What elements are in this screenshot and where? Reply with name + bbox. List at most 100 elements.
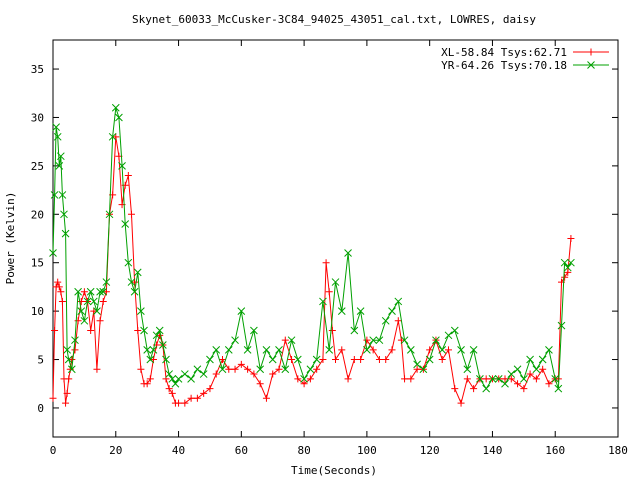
data-point bbox=[66, 365, 74, 373]
data-point bbox=[93, 307, 101, 315]
data-point bbox=[90, 307, 98, 315]
data-point bbox=[397, 336, 405, 344]
x-axis: 0 20 40 60 80 100 120 140 160 180 bbox=[50, 40, 628, 457]
y-tick-label: 20 bbox=[31, 208, 44, 221]
data-point bbox=[137, 365, 145, 373]
data-point bbox=[488, 375, 497, 383]
data-point bbox=[482, 384, 491, 393]
y-tick-label: 30 bbox=[31, 111, 44, 124]
data-point bbox=[130, 287, 139, 296]
data-point bbox=[111, 103, 120, 112]
x-tick-label: 0 bbox=[50, 444, 57, 457]
data-point bbox=[319, 297, 327, 306]
data-point bbox=[463, 365, 472, 374]
data-point bbox=[338, 346, 346, 354]
data-point bbox=[155, 326, 164, 335]
data-point bbox=[140, 326, 148, 335]
data-point bbox=[64, 355, 73, 364]
data-point bbox=[306, 365, 315, 374]
data-point bbox=[156, 331, 164, 339]
data-point bbox=[567, 235, 575, 242]
data-point bbox=[287, 336, 296, 345]
data-point bbox=[180, 370, 189, 378]
data-point bbox=[300, 375, 308, 383]
data-point bbox=[102, 288, 110, 296]
data-point bbox=[501, 375, 509, 383]
y-tick-label: 25 bbox=[31, 160, 44, 173]
data-point bbox=[63, 346, 71, 354]
data-point bbox=[133, 268, 142, 277]
data-point bbox=[250, 370, 258, 378]
data-point bbox=[175, 399, 183, 407]
data-point bbox=[121, 220, 130, 228]
data-point bbox=[407, 375, 415, 383]
y-tick-label: 10 bbox=[31, 305, 44, 318]
data-point bbox=[563, 263, 572, 272]
data-point bbox=[561, 273, 569, 281]
data-point bbox=[187, 375, 195, 383]
x-tick-label: 80 bbox=[297, 444, 310, 457]
data-point bbox=[67, 365, 76, 374]
data-point bbox=[494, 375, 503, 383]
data-point bbox=[52, 123, 60, 131]
data-point bbox=[319, 356, 327, 364]
data-point bbox=[93, 365, 101, 373]
data-point bbox=[200, 389, 208, 397]
data-point bbox=[68, 356, 76, 364]
data-point bbox=[557, 321, 566, 330]
data-point bbox=[219, 356, 226, 364]
data-point bbox=[171, 379, 180, 388]
data-point bbox=[293, 355, 302, 364]
data-point bbox=[55, 162, 64, 170]
data-point bbox=[513, 365, 522, 374]
data-point bbox=[470, 385, 478, 393]
data-point bbox=[256, 380, 264, 388]
x-tick-label: 160 bbox=[545, 444, 565, 457]
data-point bbox=[49, 394, 57, 402]
series-1 bbox=[49, 133, 575, 407]
y-tick-label: 35 bbox=[31, 63, 44, 76]
data-point bbox=[357, 356, 365, 364]
data-point bbox=[174, 375, 183, 383]
data-point bbox=[243, 346, 252, 354]
series-line bbox=[52, 107, 572, 390]
data-point bbox=[426, 346, 434, 354]
y-tick-label: 15 bbox=[31, 257, 44, 270]
data-point bbox=[539, 365, 547, 373]
data-point bbox=[77, 297, 85, 305]
data-point bbox=[108, 132, 117, 141]
data-point bbox=[96, 317, 104, 325]
data-point bbox=[80, 316, 89, 325]
data-point bbox=[300, 380, 308, 388]
data-point bbox=[89, 297, 98, 306]
data-point bbox=[162, 355, 170, 364]
data-point bbox=[146, 375, 154, 383]
data-point bbox=[313, 365, 321, 373]
y-tick-label: 5 bbox=[37, 354, 44, 367]
data-point bbox=[212, 370, 220, 378]
data-point bbox=[102, 278, 111, 286]
data-point bbox=[532, 365, 541, 374]
x-tick-label: 180 bbox=[608, 444, 628, 457]
data-point bbox=[344, 375, 352, 383]
data-point bbox=[159, 341, 167, 349]
y-axis: 0 5 10 15 20 25 30 35 bbox=[31, 63, 618, 415]
data-point bbox=[457, 346, 465, 354]
data-point bbox=[62, 399, 70, 407]
x-tick-label: 120 bbox=[420, 444, 440, 457]
data-point bbox=[168, 389, 176, 397]
data-point bbox=[50, 191, 59, 199]
data-point bbox=[363, 336, 371, 344]
data-point bbox=[206, 385, 214, 393]
data-point bbox=[382, 356, 390, 364]
data-point bbox=[87, 326, 95, 334]
data-point bbox=[83, 297, 92, 306]
data-point bbox=[554, 384, 563, 393]
data-point bbox=[438, 356, 446, 364]
data-point bbox=[482, 375, 490, 383]
x-tick-label: 100 bbox=[357, 444, 377, 457]
data-point bbox=[244, 365, 252, 373]
plot-frame bbox=[52, 39, 619, 438]
data-point bbox=[86, 287, 95, 296]
